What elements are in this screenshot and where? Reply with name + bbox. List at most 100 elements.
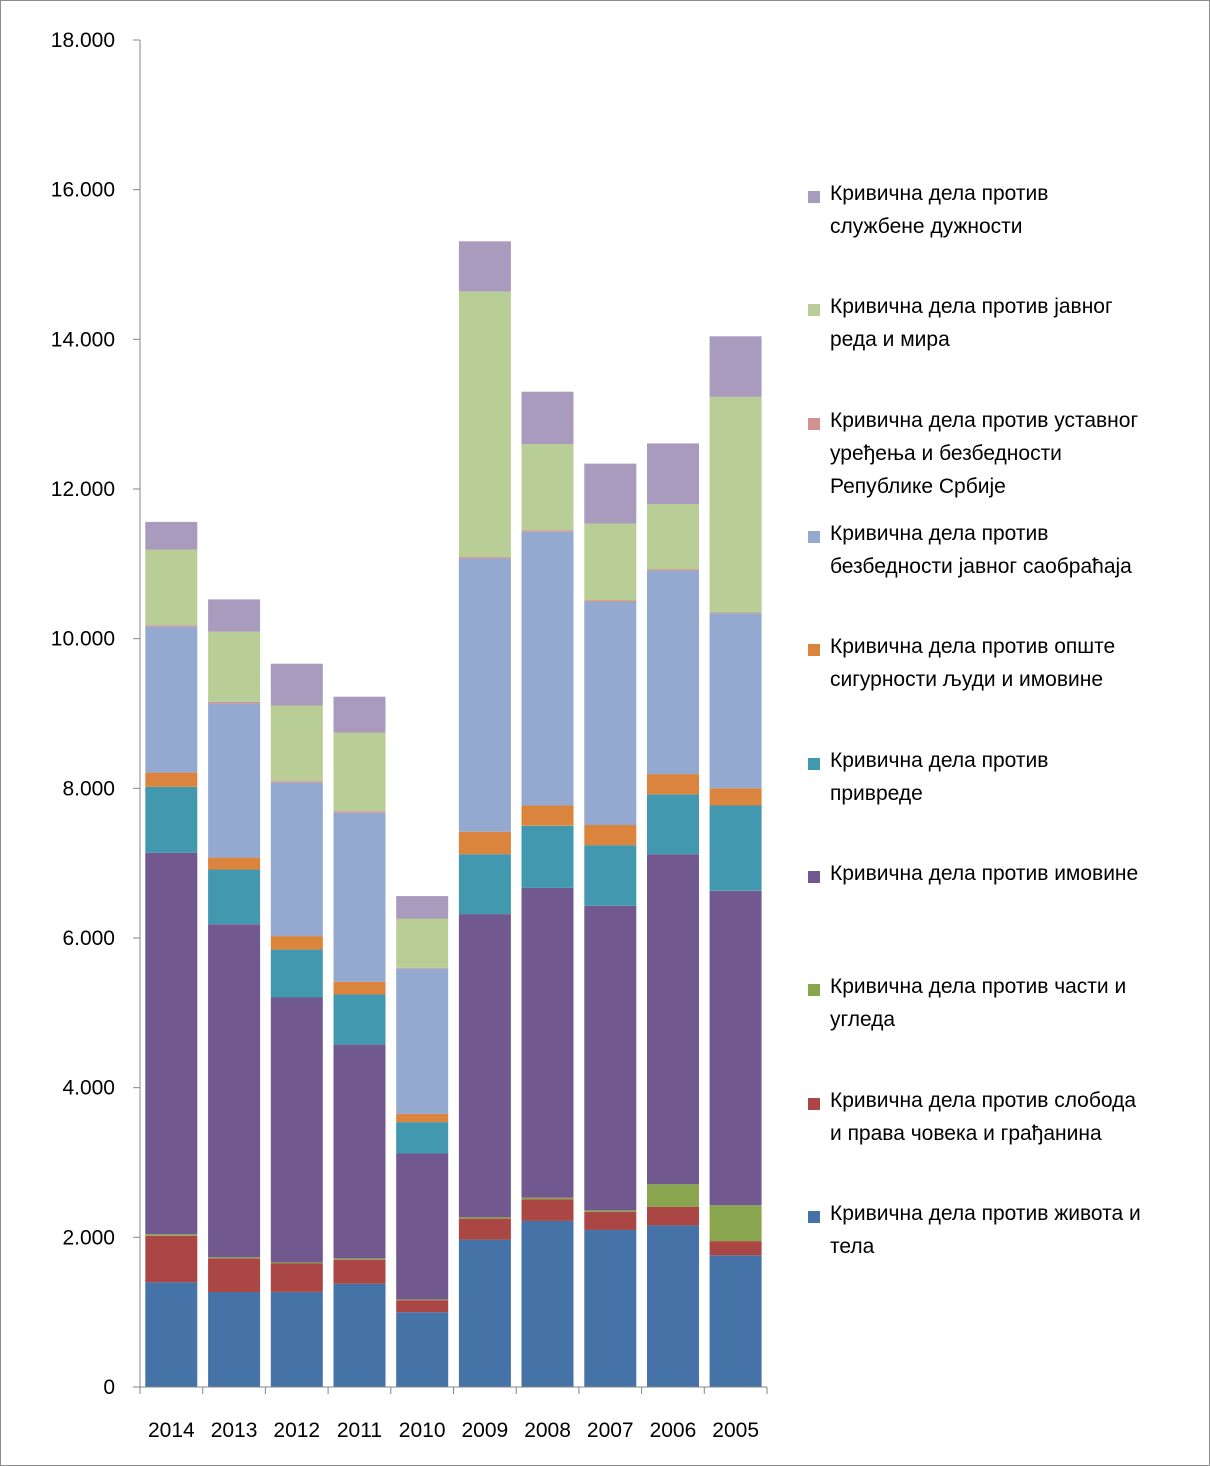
legend-label: Кривична дела против уставног уређења и … — [830, 409, 1139, 498]
bar-segment — [396, 1312, 449, 1387]
bar-segment — [208, 631, 261, 702]
bar-segment — [458, 831, 511, 855]
bar-segment — [270, 1262, 323, 1264]
bar-segment — [584, 825, 637, 846]
bar-segment — [145, 626, 198, 773]
legend-item: Кривична дела против слобода и права чов… — [808, 1089, 1200, 1150]
bar-segment — [270, 663, 323, 706]
bar-segment — [145, 786, 198, 853]
bar-segment — [647, 854, 699, 1185]
bar-segment — [521, 530, 574, 532]
bar-segment — [647, 794, 699, 855]
bar-segment — [208, 1258, 261, 1292]
bar-segment — [145, 772, 198, 787]
bar-segment — [145, 625, 198, 627]
bar-segment — [709, 788, 762, 806]
bar-segment — [647, 443, 699, 504]
bar-segment — [709, 1255, 762, 1387]
y-tick-label: 2.000 — [62, 1226, 115, 1249]
bar-segment — [584, 602, 637, 825]
bar-segment — [208, 703, 261, 858]
x-tick-label: 2008 — [524, 1419, 571, 1442]
bar-segment — [208, 701, 261, 704]
bar-segment — [333, 1259, 386, 1284]
y-tick-label: 8.000 — [62, 777, 115, 800]
legend-item: Кривична дела против живота и тела — [808, 1202, 1200, 1263]
legend-swatch — [808, 984, 820, 996]
legend-swatch — [808, 418, 820, 430]
bar-segment — [521, 391, 574, 445]
legend-label: Кривична дела против безбедности јавног … — [830, 522, 1132, 578]
bar-segment — [521, 1199, 574, 1221]
bar-segment — [396, 1300, 449, 1313]
bar-segment — [521, 887, 574, 1198]
bar-segment — [270, 782, 323, 937]
bar-segment — [521, 825, 574, 888]
bar-segment — [647, 1206, 699, 1226]
bar-segment — [270, 1292, 323, 1387]
bar-segment — [709, 1241, 762, 1256]
legend-swatch — [808, 531, 820, 543]
x-tick-label: 2011 — [337, 1419, 382, 1442]
legend-label: Кривична дела против имовине — [830, 862, 1139, 885]
legend-label: Кривична дела против службене дужности — [830, 182, 1049, 238]
legend-swatch — [808, 871, 820, 883]
y-tick-label: 0 — [103, 1376, 115, 1399]
bar-segment — [584, 463, 637, 524]
bar-segment — [458, 914, 511, 1218]
legend-swatch — [808, 191, 820, 203]
bar-segment — [270, 1263, 323, 1292]
x-tick-label: 2014 — [148, 1419, 195, 1442]
bar-segment — [458, 291, 511, 558]
x-tick-label: 2013 — [211, 1419, 258, 1442]
bar-segment — [145, 1235, 198, 1283]
bar-segment — [396, 918, 449, 968]
bar-segment — [396, 896, 449, 919]
bar-segment — [647, 570, 699, 775]
bar-segment — [458, 557, 511, 559]
x-tick-label: 2005 — [712, 1419, 759, 1442]
y-tick-label: 16.000 — [51, 179, 115, 202]
x-tick-label: 2012 — [273, 1419, 320, 1442]
bar-segment — [208, 1257, 261, 1259]
bar-segment — [396, 1299, 449, 1301]
bar-segment — [709, 805, 762, 891]
y-tick-label: 12.000 — [51, 478, 115, 501]
bar-segment — [647, 774, 699, 795]
bar-segment — [333, 994, 386, 1045]
bar-segment — [333, 1258, 386, 1260]
bar-segment — [584, 1210, 637, 1212]
legend-item: Кривична дела против јавног реда и мира — [808, 295, 1200, 356]
bar-segment — [709, 1205, 762, 1242]
bar-segment — [333, 811, 386, 813]
bar-segment — [270, 936, 323, 950]
legend-item: Кривична дела против части и угледа — [808, 975, 1200, 1036]
x-tick-label: 2009 — [461, 1419, 508, 1442]
bar-segment — [584, 523, 637, 601]
legend-label: Кривична дела против привреде — [830, 749, 1049, 805]
legend-swatch — [808, 758, 820, 770]
legend-swatch — [808, 304, 820, 316]
bar-segment — [333, 696, 386, 733]
legend-item: Кривична дела против безбедности јавног … — [808, 522, 1200, 583]
y-tick-label: 6.000 — [62, 927, 115, 950]
y-tick-label: 10.000 — [51, 628, 115, 651]
bar-segment — [145, 521, 198, 550]
bar-segment — [270, 781, 323, 783]
bar-segment — [208, 599, 261, 632]
bar-segment — [333, 981, 386, 995]
bar-segment — [333, 1283, 386, 1387]
bar-segment — [709, 612, 762, 614]
bar-segment — [270, 705, 323, 782]
legend-item: Кривична дела против уставног уређења и … — [808, 409, 1200, 503]
legend-label: Кривична дела против живота и тела — [830, 1202, 1141, 1258]
y-tick-label: 14.000 — [51, 328, 115, 351]
bar-segment — [333, 812, 386, 982]
legend-item: Кривична дела против службене дужности — [808, 182, 1200, 243]
y-tick-label: 4.000 — [62, 1077, 115, 1100]
bar-segment — [584, 1211, 637, 1230]
bar-segment — [709, 613, 762, 789]
bar-segment — [521, 531, 574, 806]
bar-segment — [458, 1217, 511, 1219]
